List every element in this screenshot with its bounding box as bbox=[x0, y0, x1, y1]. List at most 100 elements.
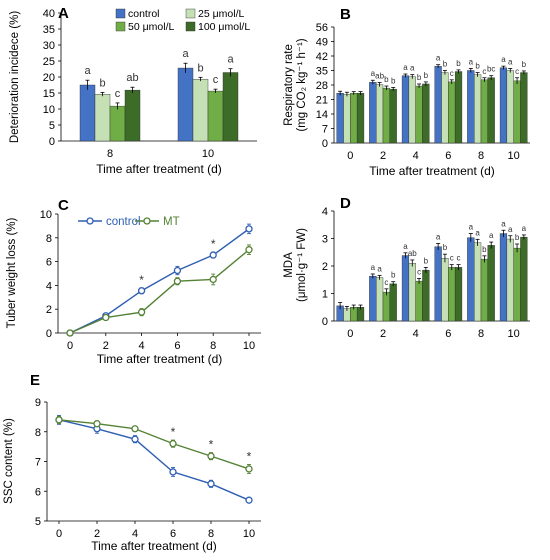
x-tick-label-C: 10 bbox=[243, 340, 255, 352]
data-point-C bbox=[137, 287, 146, 295]
bar-D bbox=[499, 233, 508, 322]
significance-letter-B: a bbox=[403, 63, 408, 72]
x-tick-label-E: 0 bbox=[56, 528, 62, 540]
bar-A bbox=[222, 72, 239, 142]
y-tick-label-A: 15 bbox=[43, 88, 55, 100]
bar-D bbox=[369, 275, 377, 322]
data-point-E bbox=[245, 465, 253, 473]
bar-D bbox=[480, 258, 489, 322]
bar-D bbox=[376, 277, 384, 322]
y-tick-label-A: 5 bbox=[49, 120, 55, 132]
y-tick-label-E: 7 bbox=[35, 457, 41, 469]
data-point-E bbox=[169, 468, 177, 476]
significance-letter-A: a bbox=[84, 65, 91, 77]
y-tick-label-D: 4 bbox=[322, 206, 328, 218]
bar-B bbox=[343, 94, 351, 144]
significance-letter-D: a bbox=[371, 263, 376, 272]
bar-B bbox=[356, 93, 365, 144]
significance-letter-B: a bbox=[469, 57, 474, 66]
bar-D bbox=[434, 246, 442, 322]
significance-letter-D: c bbox=[450, 254, 454, 263]
y-axis-label-E: SSC content (%) bbox=[3, 418, 15, 504]
significance-letter-D: a bbox=[522, 224, 527, 233]
significance-star-E: * bbox=[171, 425, 176, 439]
bar-A bbox=[94, 94, 111, 142]
bar-B bbox=[389, 88, 397, 144]
significance-letter-B: a bbox=[371, 69, 376, 78]
y-tick-label-A: 35 bbox=[43, 24, 55, 36]
bar-A bbox=[79, 84, 96, 142]
bar-D bbox=[382, 291, 391, 322]
bar-D bbox=[441, 258, 449, 322]
bar-D bbox=[487, 245, 495, 322]
y-tick-label-E: 9 bbox=[35, 397, 41, 409]
legend-label-A: 100 μmol/L bbox=[198, 21, 250, 33]
y-axis-label-A: Deterioration incidece (%) bbox=[9, 11, 21, 143]
significance-letter-D: ab bbox=[408, 249, 417, 258]
panel-letter-C: C bbox=[58, 197, 69, 214]
x-tick-label-B: 10 bbox=[508, 150, 520, 162]
data-point-E bbox=[131, 435, 139, 443]
significance-letter-A: a bbox=[227, 54, 234, 66]
bar-A bbox=[124, 89, 141, 142]
panel-letter-D: D bbox=[340, 195, 351, 212]
bar-B bbox=[401, 75, 410, 144]
x-tick-label-D: 0 bbox=[347, 328, 353, 340]
significance-letter-A: c bbox=[115, 88, 121, 100]
x-tick-label-B: 6 bbox=[445, 150, 451, 162]
panel-letter-A: A bbox=[58, 5, 69, 22]
legend-swatch-A bbox=[115, 8, 126, 19]
bar-D bbox=[415, 280, 423, 322]
significance-letter-B: a bbox=[508, 57, 513, 66]
bar-B bbox=[408, 76, 416, 144]
significance-letter-B: b bbox=[424, 71, 429, 80]
y-tick-label-C: 2 bbox=[46, 304, 52, 316]
bar-A bbox=[192, 79, 209, 142]
significance-star-E: * bbox=[247, 449, 252, 463]
bar-B bbox=[422, 83, 430, 144]
bar-D bbox=[506, 238, 514, 322]
bar-A bbox=[109, 105, 126, 142]
data-point-E bbox=[169, 439, 177, 448]
significance-letter-A: b bbox=[197, 62, 203, 74]
data-point-C bbox=[137, 308, 146, 316]
significance-letter-B: b bbox=[391, 76, 396, 85]
y-tick-label-C: 4 bbox=[46, 280, 52, 292]
x-tick-label-E: 2 bbox=[94, 528, 100, 540]
bar-D bbox=[454, 267, 463, 322]
significance-letter-D: a bbox=[403, 242, 408, 251]
bar-D bbox=[474, 242, 482, 322]
significance-star-C: * bbox=[211, 237, 216, 251]
data-point-C bbox=[102, 313, 110, 322]
significance-letter-D: c bbox=[384, 278, 388, 287]
significance-star-C: * bbox=[139, 273, 144, 287]
bar-D bbox=[520, 236, 528, 322]
series-line-C bbox=[69, 228, 250, 334]
data-point-E bbox=[245, 496, 253, 504]
significance-letter-D: b bbox=[443, 243, 448, 252]
y-tick-label-A: 10 bbox=[43, 104, 55, 116]
bar-B bbox=[480, 79, 489, 144]
y-tick-label-B: 35 bbox=[316, 66, 328, 78]
bar-D bbox=[448, 267, 456, 322]
significance-letter-D: a bbox=[475, 228, 480, 237]
significance-letter-D: a bbox=[501, 219, 506, 228]
bar-B bbox=[350, 93, 358, 144]
y-tick-label-C: 0 bbox=[46, 328, 52, 340]
bar-B bbox=[441, 72, 449, 144]
x-tick-label-A: 10 bbox=[202, 148, 214, 160]
bar-B bbox=[448, 81, 456, 144]
significance-letter-B: b bbox=[475, 62, 480, 71]
y-tick-label-A: 30 bbox=[43, 40, 55, 52]
significance-letter-A: c bbox=[213, 74, 219, 86]
x-axis-label-B: Time after treatment (d) bbox=[369, 164, 495, 178]
significance-letter-B: a bbox=[436, 54, 441, 63]
x-tick-label-C: 6 bbox=[174, 340, 180, 352]
legend-label-C: MT bbox=[163, 216, 180, 228]
x-tick-label-D: 10 bbox=[508, 328, 520, 340]
x-tick-label-C: 4 bbox=[139, 340, 145, 352]
y-tick-label-A: 25 bbox=[43, 56, 55, 68]
x-axis-label-C: Time after treatment (d) bbox=[97, 352, 223, 366]
significance-letter-B: a bbox=[410, 64, 415, 73]
significance-letter-B: c bbox=[515, 67, 519, 76]
